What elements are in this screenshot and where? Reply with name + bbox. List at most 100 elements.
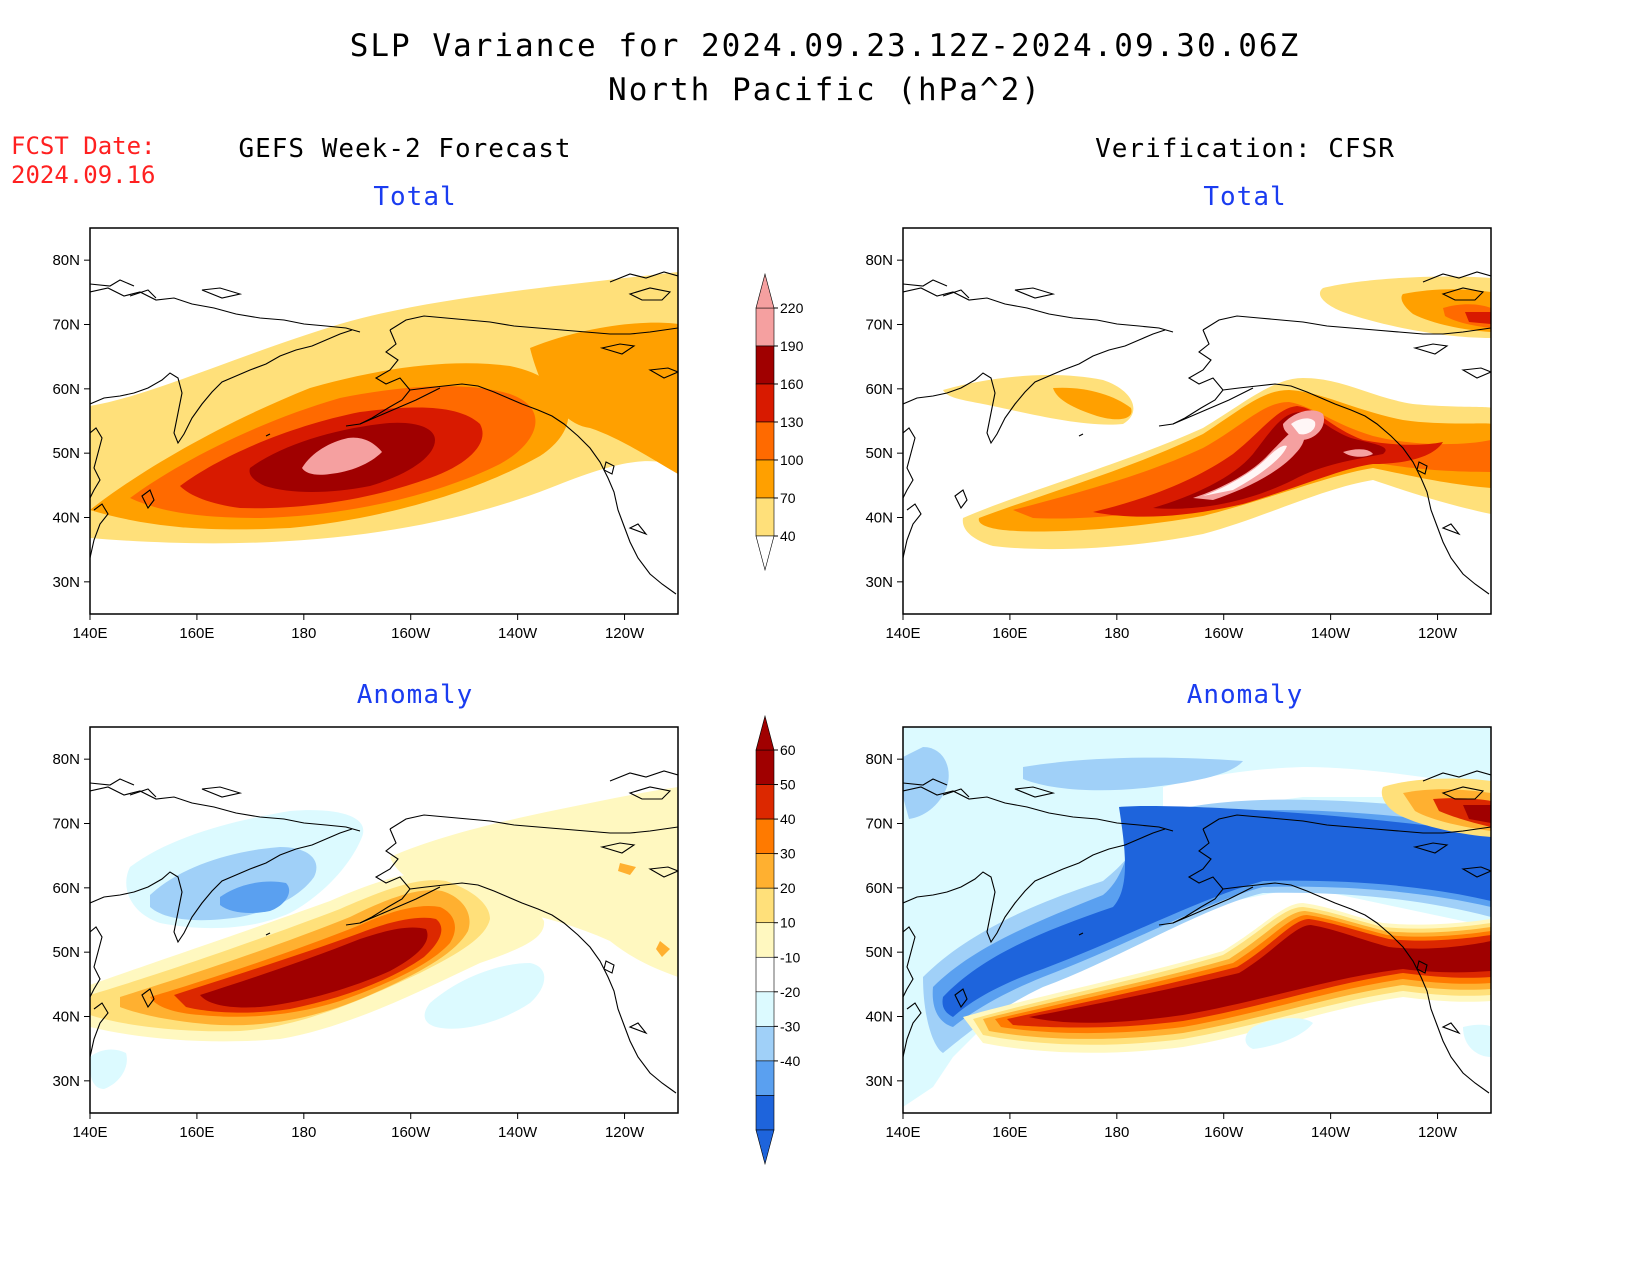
lon-tick-label: 140E (72, 1124, 107, 1141)
colorbar-anomaly-min-arrow (755, 1129, 775, 1166)
lat-tick-label: 60N (865, 381, 893, 398)
colorbar-anomaly-swatch (755, 1026, 775, 1062)
lat-tick-label: 80N (865, 751, 893, 768)
colorbar-anomaly-swatch (755, 1060, 775, 1096)
lon-tick-label: 180 (1104, 625, 1129, 642)
forecast-column-heading: GEFS Week-2 Forecast (238, 134, 572, 164)
lon-tick-label: 140W (498, 625, 538, 642)
lon-tick-label: 160W (1204, 1124, 1244, 1141)
map-verification-total (902, 227, 1492, 615)
verification-anomaly-subtitle: Anomaly (1186, 680, 1304, 710)
colorbar-total-swatch (755, 459, 775, 499)
lon-tick-label: 160E (179, 625, 214, 642)
colorbar-anomaly-swatch (755, 749, 775, 785)
colorbar-total-swatch (755, 345, 775, 385)
colorbar-total-swatch (755, 421, 775, 461)
lon-tick-label: 160W (391, 1124, 431, 1141)
fcst-date-label: FCST Date: (11, 132, 156, 160)
lon-tick-label: 120W (1418, 625, 1458, 642)
lon-tick-label: 140E (885, 625, 920, 642)
lat-tick-label: 70N (52, 816, 80, 833)
colorbar-total: 220 190 160 130 100 70 40 (755, 272, 804, 572)
lon-tick-label: 140W (1311, 625, 1351, 642)
colorbar-total-level-label: 190 (780, 338, 804, 354)
colorbar-anomaly-level-label: -40 (780, 1053, 800, 1069)
lat-tick-label: 50N (52, 944, 80, 961)
forecast-anomaly-subtitle: Anomaly (356, 680, 474, 710)
colorbar-total-level-label: 220 (780, 300, 804, 316)
lat-tick-label: 60N (52, 880, 80, 897)
colorbar-anomaly-level-label: 50 (780, 777, 796, 793)
colorbar-total-level-label: 160 (780, 376, 804, 392)
lat-tick-label: 40N (52, 1009, 80, 1026)
lat-tick-label: 80N (52, 252, 80, 269)
colorbar-total-swatch (755, 497, 775, 537)
colorbar-anomaly-swatch (755, 991, 775, 1027)
lon-tick-label: 160E (179, 1124, 214, 1141)
colorbar-anomaly-swatch (755, 1095, 775, 1131)
lat-tick-label: 40N (865, 1009, 893, 1026)
lon-tick-label: 180 (291, 625, 316, 642)
colorbar-anomaly-swatch (755, 887, 775, 924)
colorbar-anomaly-swatch (755, 784, 775, 820)
lat-tick-label: 50N (865, 944, 893, 961)
lat-tick-label: 70N (865, 317, 893, 334)
lat-tick-label: 60N (865, 880, 893, 897)
colorbar-anomaly-swatch (755, 956, 775, 993)
lat-tick-label: 50N (865, 445, 893, 462)
lat-tick-label: 80N (52, 751, 80, 768)
lon-tick-label: 180 (291, 1124, 316, 1141)
lon-tick-label: 120W (605, 1124, 645, 1141)
colorbar-anomaly-level-label: 40 (780, 811, 796, 827)
colorbar-anomaly: 60 50 40 30 20 10 -10 -20 -30 -40 (755, 714, 800, 1166)
verification-column-heading: Verification: CFSR (1095, 134, 1395, 164)
lat-tick-label: 30N (52, 574, 80, 591)
colorbar-anomaly-max-arrow (755, 714, 775, 751)
colorbar-total-level-label: 130 (780, 414, 804, 430)
colorbar-anomaly-level-label: -30 (780, 1018, 800, 1034)
colorbar-anomaly-swatch (755, 922, 775, 958)
colorbar-anomaly-level-label: 30 (780, 846, 796, 862)
lat-tick-label: 30N (865, 574, 893, 591)
colorbar-anomaly-level-label: -10 (780, 949, 800, 965)
lat-tick-label: 40N (865, 510, 893, 527)
colorbar-anomaly-swatch (755, 853, 775, 889)
lon-tick-label: 140W (1311, 1124, 1351, 1141)
colorbar-total-swatch (755, 307, 775, 347)
lon-tick-label: 140W (498, 1124, 538, 1141)
colorbar-anomaly-swatch (755, 818, 775, 854)
lon-tick-label: 120W (1418, 1124, 1458, 1141)
axis-tick-layer: 80N 70N 60N 50N 40N 30N 140E 160E 180 160W 140W 120… (52, 252, 1458, 1141)
lat-tick-label: 30N (865, 1073, 893, 1090)
verification-total-subtitle: Total (1203, 182, 1287, 212)
lon-tick-label: 160W (391, 625, 431, 642)
lon-tick-label: 160E (992, 625, 1027, 642)
lon-tick-label: 160W (1204, 625, 1244, 642)
colorbar-total-level-label: 40 (780, 528, 796, 544)
forecast-total-subtitle: Total (373, 182, 457, 212)
colorbar-total-level-label: 70 (780, 490, 796, 506)
lat-tick-label: 70N (52, 317, 80, 334)
lon-tick-label: 140E (885, 1124, 920, 1141)
colorbar-total-min-arrow (755, 535, 775, 572)
colorbar-total-swatch (755, 383, 775, 423)
lat-tick-label: 40N (52, 510, 80, 527)
lat-tick-label: 50N (52, 445, 80, 462)
colorbar-total-max-arrow (755, 272, 775, 309)
map-verification-anomaly (902, 726, 1492, 1114)
lon-tick-label: 120W (605, 625, 645, 642)
lat-tick-label: 60N (52, 381, 80, 398)
fcst-date-value: 2024.09.16 (11, 161, 156, 189)
lon-tick-label: 140E (72, 625, 107, 642)
map-forecast-anomaly (89, 726, 679, 1114)
colorbar-anomaly-level-label: -20 (780, 984, 800, 1000)
lon-tick-label: 180 (1104, 1124, 1129, 1141)
colorbar-anomaly-level-label: 20 (780, 880, 796, 896)
map-forecast-total (89, 227, 679, 615)
colorbar-total-level-label: 100 (780, 452, 804, 468)
colorbar-anomaly-level-label: 60 (780, 742, 796, 758)
lat-tick-label: 80N (865, 252, 893, 269)
lat-tick-label: 70N (865, 816, 893, 833)
main-title-line2: North Pacific (hPa^2) (608, 72, 1042, 108)
main-title-line1: SLP Variance for 2024.09.23.12Z-2024.09.… (349, 28, 1301, 64)
